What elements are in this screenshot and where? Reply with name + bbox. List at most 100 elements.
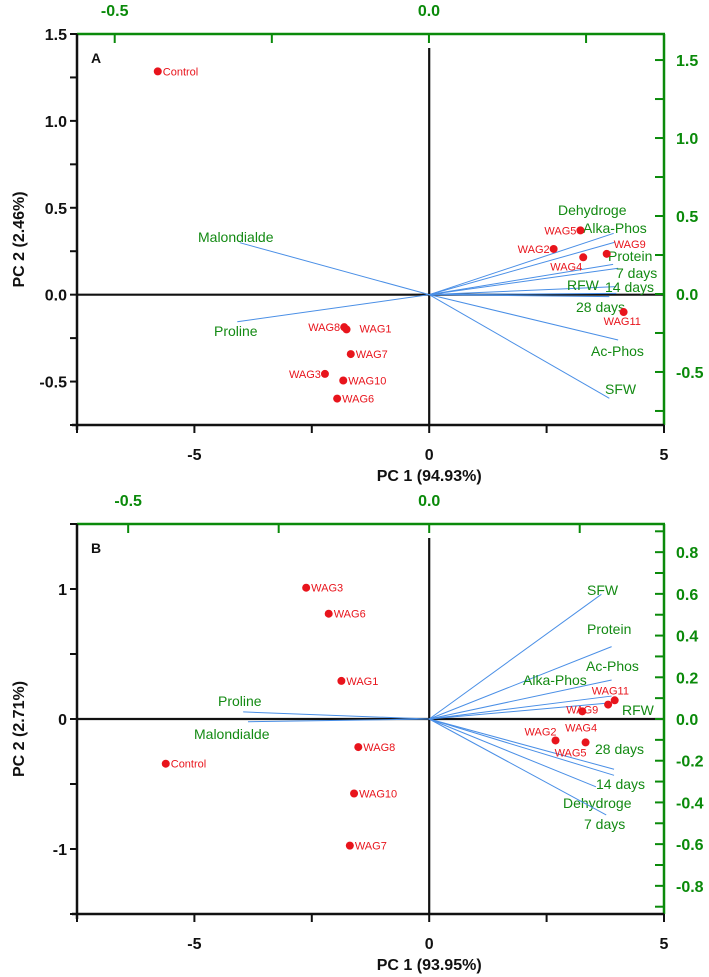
bottom-axis-tick-label: -5 [187,936,201,953]
loading-vector [429,286,617,296]
left-axis-tick-label: 0.5 [45,201,67,218]
score-point [576,226,585,235]
loading-vector [429,267,619,296]
left-axis-tick-label: 0.0 [45,288,67,305]
score-point [354,743,363,752]
loading-vector [429,294,619,341]
left-axis-tick-label: -1 [53,842,67,859]
loading-vector [429,241,615,296]
loading-vector [429,292,617,296]
loading-label: 14 days [605,279,654,295]
score-label: WAG3 [311,583,343,595]
right-axis-tick-label: -0.2 [676,754,704,771]
right-axis-tick-label: -0.5 [676,365,704,382]
loading-label: Malondialde [198,229,274,245]
x-axis-title: PC 1 (94.93%) [377,468,482,485]
score-label: WAG1 [346,676,378,688]
loading-label: SFW [587,582,619,598]
loading-vector [429,646,612,720]
loading-vector [429,294,610,298]
loading-vector [429,718,615,776]
loading-vector [429,718,597,788]
loading-label: RFW [567,277,600,293]
loading-vector [429,695,612,720]
loading-vector [247,718,430,723]
score-point [324,609,333,618]
loading-label: 7 days [616,265,657,281]
score-label: WAG8 [363,742,395,754]
score-label: WAG10 [359,788,397,800]
loading-label: Alka-Phos [523,672,587,688]
top-axis-tick-label: 0.0 [418,3,440,20]
bottom-axis-tick-label: 0 [425,936,434,953]
loading-label: Malondialde [194,726,270,742]
score-point [339,376,348,385]
score-point [346,350,355,359]
panel-label: A [91,50,101,66]
score-point [302,583,311,592]
loading-vector [239,242,430,296]
score-point [350,789,359,798]
score-label: WAG11 [592,685,629,697]
loading-label: Proline [218,693,262,709]
loading-vector [429,702,612,720]
score-point [153,67,162,76]
top-axis-tick-label: -0.5 [114,493,142,510]
loading-label: 28 days [595,741,644,757]
score-point [602,249,611,258]
score-label: WAG9 [614,239,646,251]
score-label: WAG10 [348,376,386,388]
loading-vector [428,718,607,816]
y-axis-title: PC 2 (2.46%) [11,191,28,287]
loading-label: RFW [622,702,655,718]
score-point [581,738,590,747]
loading-vector [428,294,610,399]
right-axis-tick-label: 0.5 [676,209,698,226]
loading-label: 28 days [576,299,625,315]
score-point [549,244,558,253]
left-axis-tick-label: 1.0 [45,114,67,131]
loading-label: 14 days [596,776,645,792]
right-axis-tick-label: -0.8 [676,879,704,896]
score-label: WAG8 [308,322,340,334]
bottom-axis-tick-label: 0 [425,447,434,464]
loading-label: SFW [605,381,637,397]
right-axis-tick-label: 0.4 [676,629,698,646]
loading-label: Dehydroge [558,202,627,218]
loading-vector [237,294,430,323]
score-label: WAG5 [544,225,576,237]
right-axis-tick-label: -0.4 [676,795,704,812]
score-point [579,253,588,262]
score-point [610,696,619,705]
x-axis-title: PC 1 (93.95%) [377,957,482,974]
score-label: WAG1 [360,323,392,335]
score-point [342,325,351,334]
loading-vector [428,593,602,720]
score-label: WAG7 [355,841,387,853]
loading-vector [243,711,430,720]
right-axis-tick-label: 1.5 [676,53,698,70]
score-point [320,369,329,378]
score-label: WAG3 [289,369,321,381]
loading-label: Dehydroge [563,795,632,811]
loading-label: Ac-Phos [591,343,644,359]
top-axis-tick-label: 0.0 [418,493,440,510]
score-point [161,759,170,768]
loading-label: Alka-Phos [583,220,647,236]
bottom-axis-tick-label: -5 [187,447,201,464]
right-axis-tick-label: -0.6 [676,837,704,854]
loading-label: 7 days [584,816,625,832]
score-point [619,308,628,317]
right-axis-tick-label: 0.6 [676,587,698,604]
loading-vector [429,679,612,720]
loading-vector [429,718,615,770]
loading-vector [429,232,614,296]
score-point [333,394,342,403]
left-axis-tick-label: 0 [58,712,67,729]
score-label: WAG6 [342,394,374,406]
score-label: WAG9 [566,704,598,716]
left-axis-tick-label: 1.5 [45,27,67,44]
